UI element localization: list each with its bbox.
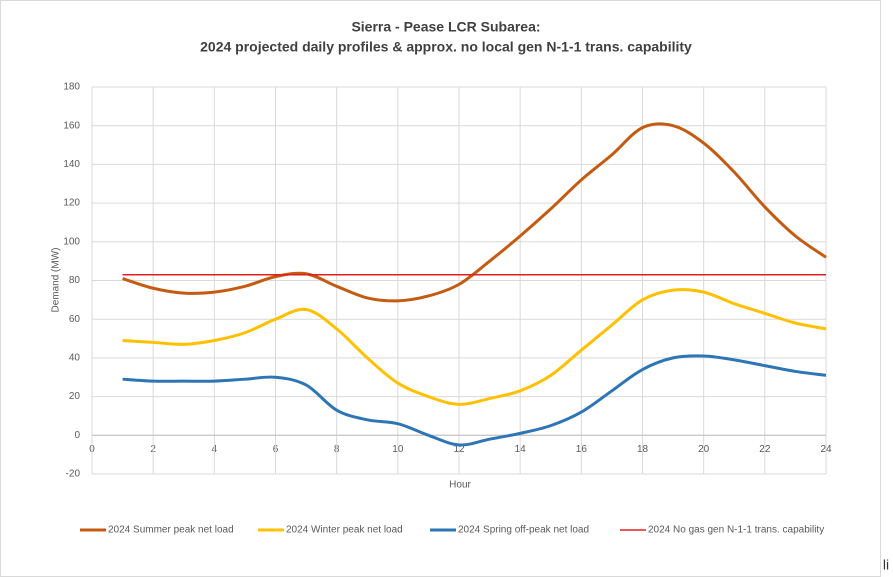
y-tick-label: 80: [69, 275, 81, 286]
y-tick-label: -20: [66, 469, 81, 480]
y-tick-label: 100: [63, 236, 80, 247]
corner-text: li: [883, 557, 889, 573]
y-tick-label: 0: [74, 430, 80, 441]
series-line: [122, 122, 827, 303]
legend-label: 2024 Spring off-peak net load: [458, 525, 589, 536]
y-tick-label: 40: [69, 353, 81, 364]
series-line: [122, 288, 827, 406]
y-tick-label: 60: [69, 314, 81, 325]
chart-title: Sierra - Pease LCR Subarea:: [351, 19, 540, 35]
y-tick-label: 20: [69, 391, 81, 402]
legend-label: 2024 Summer peak net load: [108, 525, 234, 536]
y-axis-label: Demand (MW): [51, 247, 62, 312]
legend-label: 2024 Winter peak net load: [286, 525, 403, 536]
x-axis-label: Hour: [449, 480, 471, 491]
y-tick-label: 140: [63, 159, 80, 170]
legend-label: 2024 No gas gen N-1-1 trans. capability: [648, 525, 824, 536]
y-tick-label: 180: [63, 82, 80, 93]
chart-subtitle: 2024 projected daily profiles & approx. …: [200, 39, 692, 55]
series-line: [122, 354, 827, 447]
y-tick-label: 120: [63, 198, 80, 209]
y-tick-label: 160: [63, 120, 80, 131]
